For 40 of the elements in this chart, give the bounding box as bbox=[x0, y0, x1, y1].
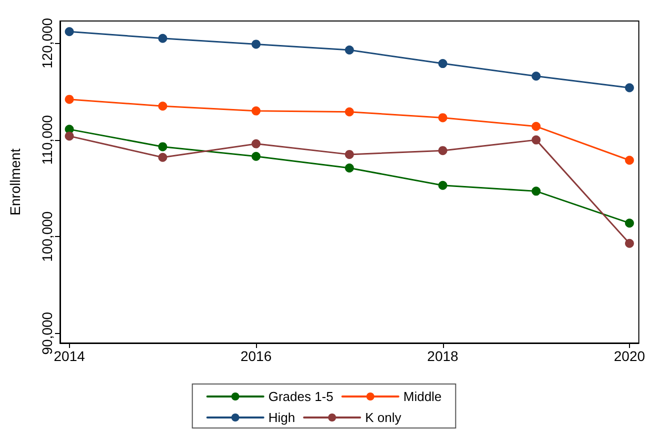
point bbox=[438, 113, 448, 122]
point bbox=[344, 46, 354, 55]
point bbox=[252, 40, 261, 49]
x-tick-label: 2018 bbox=[427, 348, 459, 364]
legend-label: High bbox=[268, 410, 296, 425]
legend-label: Grades 1-5 bbox=[268, 389, 334, 404]
y-tick-label: 110,000 bbox=[39, 114, 55, 165]
point bbox=[252, 106, 261, 116]
point bbox=[344, 107, 354, 116]
point bbox=[624, 156, 634, 165]
point bbox=[438, 59, 448, 68]
point bbox=[64, 132, 74, 141]
point bbox=[624, 238, 634, 248]
point bbox=[344, 163, 354, 172]
point bbox=[64, 94, 74, 104]
point bbox=[252, 152, 261, 161]
x-tick-label: 2020 bbox=[614, 348, 646, 364]
point bbox=[158, 142, 168, 152]
point bbox=[64, 27, 74, 36]
legend-label: K only bbox=[365, 410, 402, 425]
point bbox=[252, 139, 261, 148]
point bbox=[438, 146, 448, 156]
x-tick-label: 2016 bbox=[240, 348, 272, 364]
point bbox=[532, 72, 541, 81]
point bbox=[624, 218, 634, 228]
legend-label: Middle bbox=[403, 389, 442, 404]
y-tick-label: 120,000 bbox=[39, 18, 55, 69]
point bbox=[344, 150, 354, 159]
point bbox=[158, 34, 168, 43]
x-tick-label: 2014 bbox=[54, 348, 86, 364]
y-tick-label: 100,000 bbox=[39, 211, 55, 262]
point bbox=[532, 186, 541, 196]
point bbox=[158, 152, 168, 162]
point bbox=[624, 83, 634, 92]
y-axis-title: Enrollment bbox=[7, 148, 23, 216]
point bbox=[532, 122, 541, 131]
y-tick-label: 90,000 bbox=[39, 312, 55, 355]
point bbox=[532, 135, 541, 144]
point bbox=[158, 102, 168, 111]
point bbox=[438, 180, 448, 190]
